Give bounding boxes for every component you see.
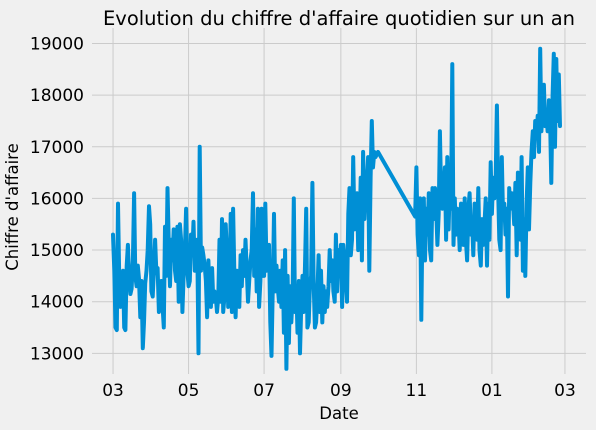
x-axis-label: Date [319, 404, 358, 423]
y-tick-label: 15000 [30, 241, 84, 261]
x-tick-label: 03 [554, 381, 576, 401]
y-tick-label: 17000 [30, 138, 84, 158]
x-tick-label: 11 [406, 381, 428, 401]
x-tick-label: 05 [178, 381, 200, 401]
series-line [111, 46, 562, 371]
y-tick-label: 14000 [30, 293, 84, 313]
y-tick-label: 16000 [30, 189, 84, 209]
y-axis-ticks: 13000 14000 15000 16000 17000 18000 19000 [30, 34, 84, 364]
y-tick-label: 18000 [30, 86, 84, 106]
y-tick-label: 13000 [30, 344, 84, 364]
x-tick-label: 01 [481, 381, 503, 401]
x-tick-label: 03 [102, 381, 124, 401]
series-layer [111, 46, 562, 371]
x-tick-label: 09 [330, 381, 352, 401]
x-tick-label: 07 [253, 381, 275, 401]
y-tick-label: 19000 [30, 34, 84, 54]
x-axis-ticks: 03 05 07 09 11 01 03 [102, 381, 576, 401]
chart-title: Evolution du chiffre d'affaire quotidien… [103, 7, 575, 30]
grid [92, 28, 586, 374]
y-axis-label: Chiffre d'affaire [3, 143, 22, 271]
